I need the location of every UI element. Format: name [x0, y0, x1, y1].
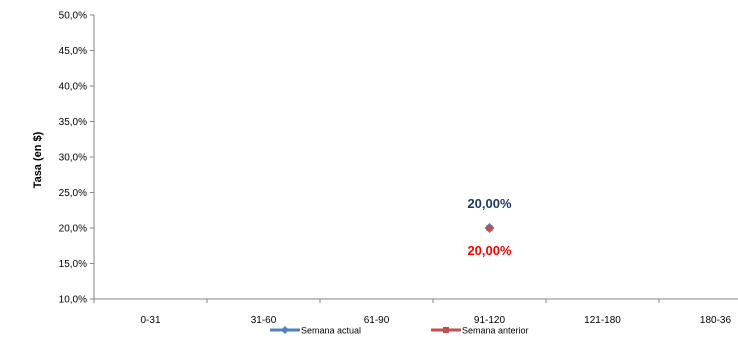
y-tick-label: 10,0% [59, 295, 87, 306]
y-tick-label: 25,0% [59, 188, 87, 199]
y-tick-label: 35,0% [59, 117, 87, 128]
legend-label: Semana anterior [462, 326, 529, 336]
y-tick-label: 20,0% [59, 224, 87, 235]
y-tick-label: 30,0% [59, 153, 87, 164]
legend-marker [281, 326, 289, 334]
y-tick-label: 15,0% [59, 259, 87, 270]
x-tick-label: 121-180 [584, 315, 621, 326]
data-label: 20,00% [467, 196, 512, 211]
x-tick-label: 0-31 [140, 315, 160, 326]
y-axis-title: Tasa (en $) [32, 131, 44, 188]
x-tick-label: 91-120 [474, 315, 506, 326]
legend-label: Semana actual [301, 326, 361, 336]
data-point-semana-anterior [486, 225, 493, 231]
y-tick-label: 40,0% [59, 82, 87, 93]
x-tick-label: 180-36 [700, 315, 732, 326]
data-label: 20,00% [467, 243, 512, 258]
x-tick-label: 31-60 [251, 315, 277, 326]
legend-marker [443, 327, 449, 333]
x-tick-label: 61-90 [364, 315, 390, 326]
y-tick-label: 50,0% [59, 11, 87, 22]
y-tick-label: 45,0% [59, 46, 87, 57]
